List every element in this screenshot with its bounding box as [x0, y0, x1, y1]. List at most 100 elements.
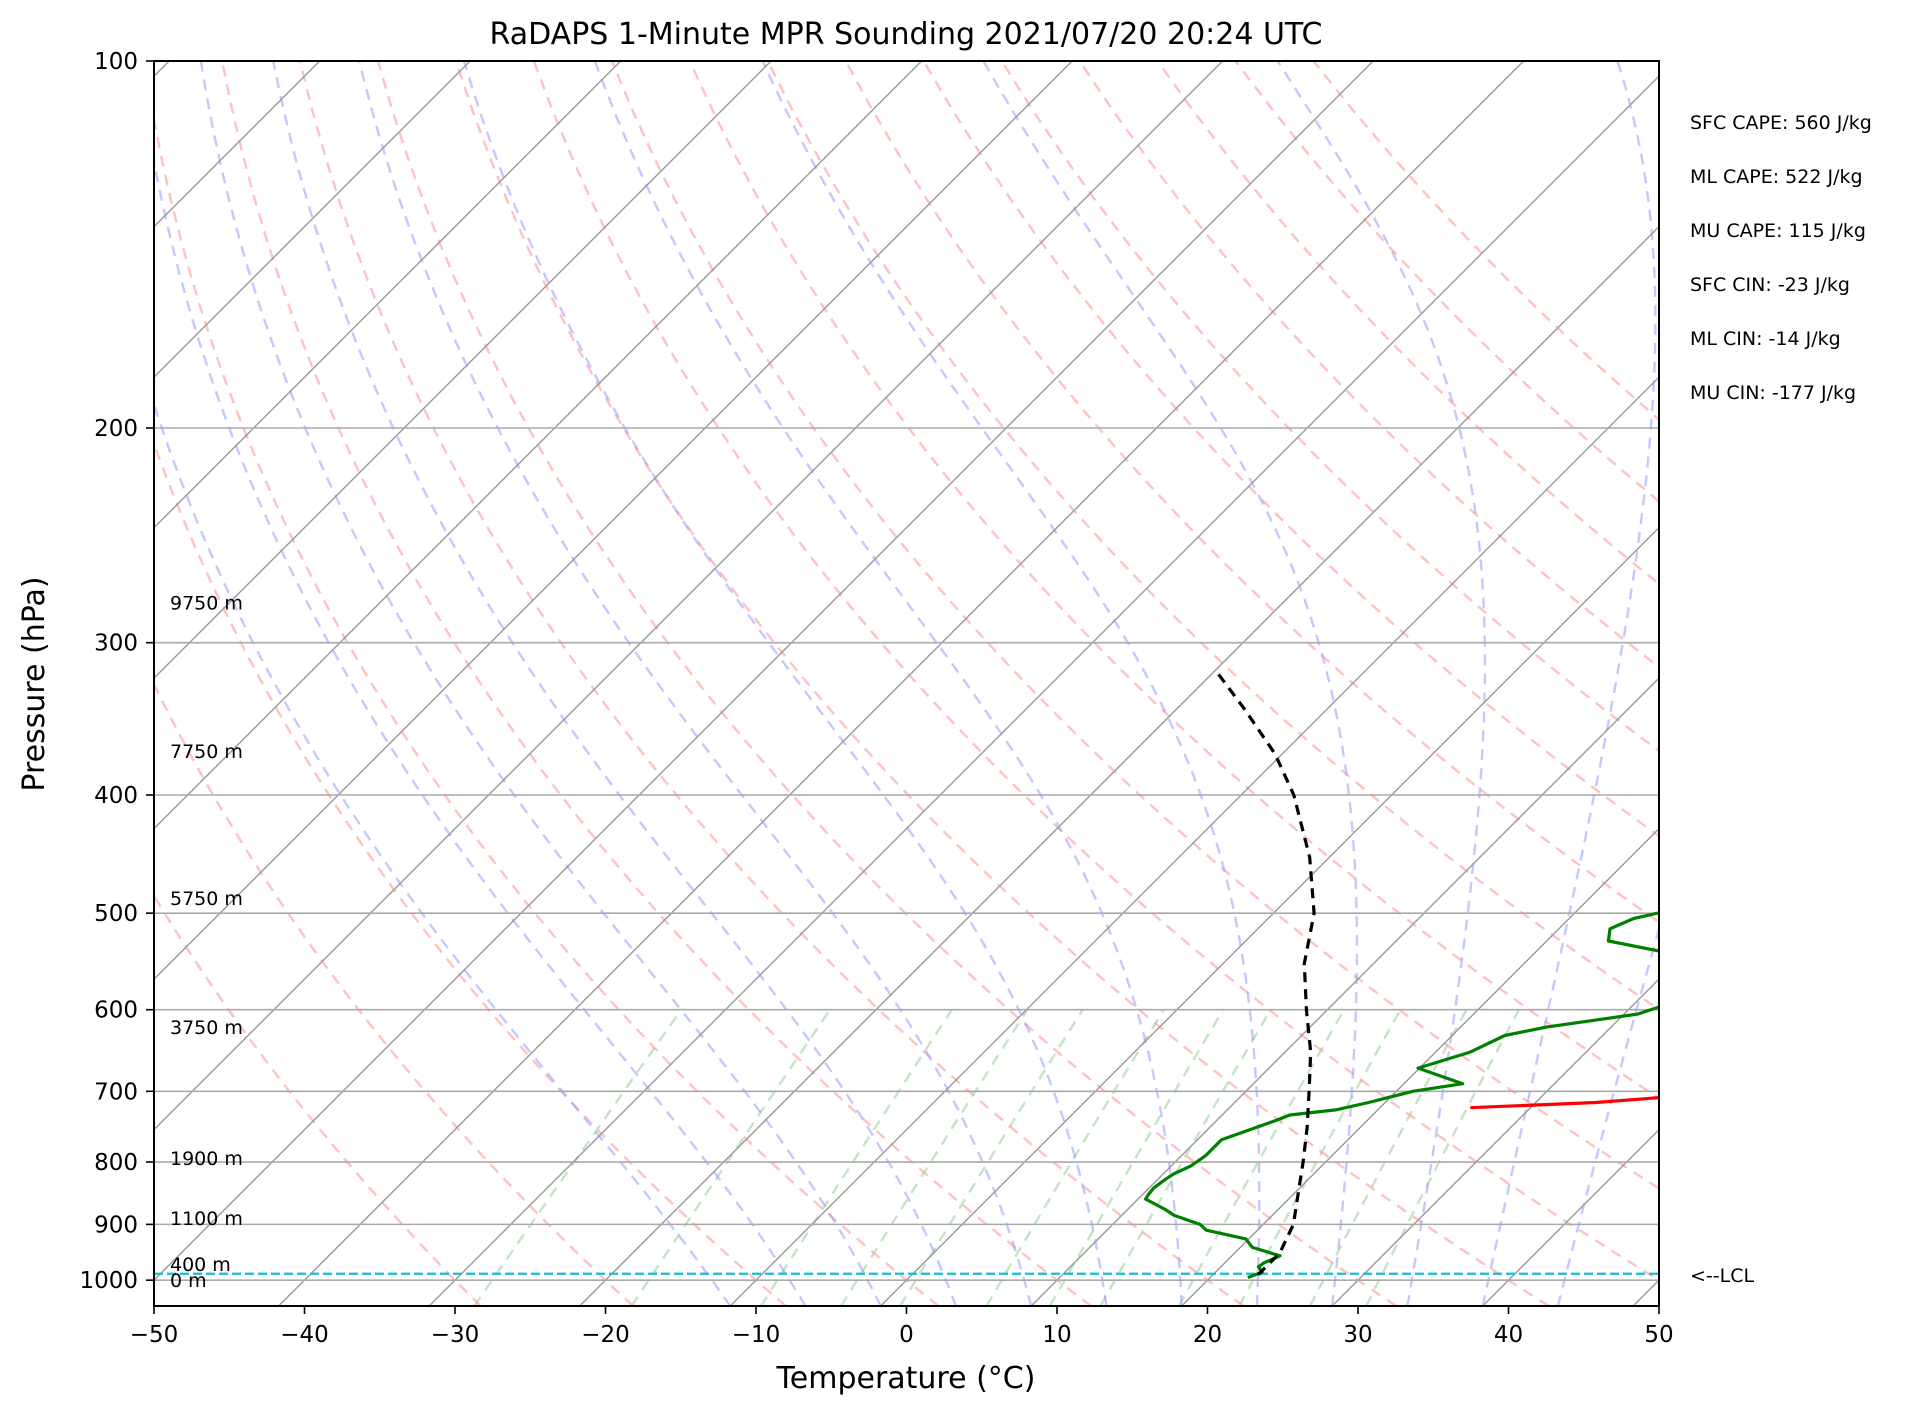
isotherm-line — [428, 75, 1659, 1306]
mixing-ratio-line — [1365, 1009, 1520, 1306]
mixing-ratio-line — [759, 1009, 953, 1306]
isotherm-line — [154, 61, 622, 529]
y-tick-label: 400 — [94, 783, 138, 809]
x-tick-label: 40 — [1494, 1322, 1523, 1348]
dry-adiabat — [154, 893, 482, 1306]
dry-adiabat — [220, 61, 1092, 1306]
dry-adiabat — [1000, 61, 1659, 753]
mixing-ratio-lines — [473, 1009, 1520, 1306]
dry-adiabat — [688, 61, 1659, 1100]
x-axis-title: Temperature (°C) — [776, 1361, 1036, 1396]
moist-adiabat — [1481, 61, 1657, 1306]
x-tick-label: −30 — [431, 1322, 480, 1348]
mixing-ratio-line — [1099, 1009, 1272, 1306]
parameter-label: MU CAPE: 115 J/kg — [1690, 220, 1866, 242]
y-tick-label: 600 — [94, 998, 138, 1024]
dry-adiabat — [766, 61, 1659, 1012]
mixing-ratio-line — [985, 1009, 1165, 1306]
isotherm-line — [154, 61, 471, 379]
parameter-label: MU CIN: -177 J/kg — [1690, 382, 1856, 404]
isotherm-line — [154, 61, 1374, 1282]
isotherm-line — [880, 526, 1659, 1306]
x-tick-label: −40 — [280, 1322, 329, 1348]
lcl-label: <--LCL — [1690, 1265, 1754, 1287]
height-label: 7750 m — [170, 741, 243, 763]
moist-adiabat — [199, 61, 882, 1306]
moist-adiabat — [761, 61, 1261, 1306]
isotherm-lines — [154, 61, 1659, 1306]
moist-adiabat — [154, 400, 732, 1306]
dry-adiabat — [154, 440, 787, 1306]
mixing-ratio-line — [1048, 1009, 1225, 1306]
y-axis-title: Pressure (hPa) — [17, 576, 52, 791]
parameter-label: SFC CAPE: 560 J/kg — [1690, 112, 1872, 134]
temperature-line — [1470, 1096, 1659, 1110]
moist-adiabat — [1276, 61, 1487, 1306]
x-tick-label: −10 — [732, 1322, 781, 1348]
isotherm-line — [1181, 827, 1659, 1306]
y-tick-label: 300 — [94, 631, 138, 657]
parameter-label: SFC CIN: -23 J/kg — [1690, 274, 1850, 296]
dry-adiabat — [376, 61, 1397, 1306]
mixing-ratio-line — [1177, 1009, 1346, 1306]
series-lines — [1144, 669, 1659, 1280]
chart-title: RaDAPS 1-Minute MPR Sounding 2021/07/20 … — [490, 17, 1323, 52]
dry-adiabat — [154, 681, 634, 1306]
isotherm-line — [154, 61, 923, 830]
thermo-parameters: SFC CAPE: 560 J/kg ML CAPE: 522 J/kg MU CA… — [1690, 112, 1872, 404]
isotherm-line — [579, 225, 1659, 1306]
isotherm-line — [154, 61, 1224, 1131]
x-tick-label: 20 — [1193, 1322, 1222, 1348]
moist-adiabat — [982, 61, 1359, 1306]
moist-adiabat — [462, 61, 1108, 1306]
parameter-label: ML CIN: -14 J/kg — [1690, 328, 1841, 350]
height-label: 9750 m — [170, 592, 243, 614]
mixing-ratio-line — [473, 1009, 683, 1306]
isotherm-line — [729, 376, 1659, 1306]
y-tick-label: 900 — [94, 1212, 138, 1238]
dry-adiabat — [610, 61, 1659, 1190]
parameter-label: ML CAPE: 522 J/kg — [1690, 166, 1863, 188]
dry-adiabat — [1312, 61, 1659, 422]
plot-frame — [153, 60, 1660, 1307]
isotherm-line — [1030, 677, 1659, 1306]
dry-adiabat — [1078, 61, 1659, 669]
x-axis: −50 −40 −30 −20 −10 0 10 20 30 40 50 — [130, 1306, 1674, 1348]
moist-adiabat — [358, 61, 1033, 1306]
height-label: 400 m — [170, 1254, 231, 1276]
dry-adiabat — [1156, 61, 1659, 586]
parcel-line — [1214, 669, 1316, 1276]
moist-adiabat — [272, 61, 958, 1306]
y-tick-label: 500 — [94, 901, 138, 927]
y-tick-label: 700 — [94, 1079, 138, 1105]
y-tick-label: 800 — [94, 1150, 138, 1176]
height-label: 1900 m — [170, 1148, 243, 1170]
x-tick-label: 50 — [1644, 1322, 1673, 1348]
mixing-ratio-line — [899, 1009, 1084, 1306]
x-tick-label: −20 — [581, 1322, 630, 1348]
dry-adiabat — [532, 61, 1659, 1282]
height-label: 1100 m — [170, 1208, 243, 1230]
moist-adiabat — [154, 155, 807, 1306]
height-label: 5750 m — [170, 888, 243, 910]
isotherm-line — [1482, 1128, 1659, 1306]
x-tick-label: 10 — [1042, 1322, 1071, 1348]
y-tick-label: 100 — [94, 49, 138, 75]
mixing-ratio-line — [840, 1009, 1029, 1306]
dry-adiabat — [844, 61, 1659, 924]
height-labels: 9750 m 7750 m 5750 m 3750 m 1900 m 1100 m 400 … — [170, 592, 243, 1292]
height-label: 3750 m — [170, 1017, 243, 1039]
moist-adiabat — [1556, 924, 1659, 1306]
dewpoint-line — [1144, 911, 1659, 1280]
mixing-ratio-line — [1309, 1009, 1468, 1306]
dry-adiabat — [922, 61, 1659, 838]
moist-adiabats — [154, 61, 1659, 1306]
dry-adiabat — [298, 61, 1245, 1306]
x-tick-label: −50 — [130, 1322, 179, 1348]
isobar-lines — [154, 427, 1659, 1281]
dry-adiabat — [454, 61, 1550, 1306]
y-tick-label: 1000 — [79, 1268, 138, 1294]
dry-adiabats — [154, 61, 1659, 1306]
isotherm-line — [1331, 978, 1659, 1306]
